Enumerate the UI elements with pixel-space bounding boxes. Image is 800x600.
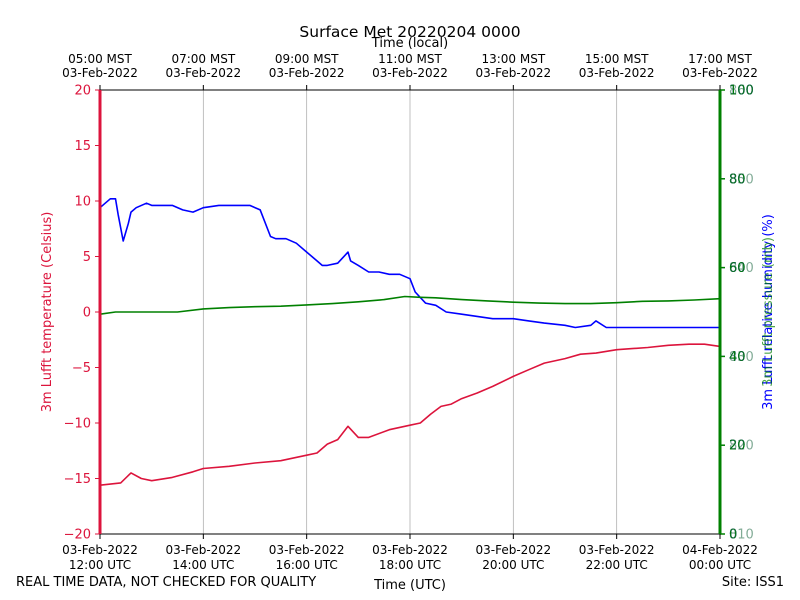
green-tick-label: 40 <box>729 350 746 365</box>
top-tick-time: 17:00 MST <box>688 52 752 66</box>
top-tick-date: 03-Feb-2022 <box>682 66 758 80</box>
x-axis-label-bottom: Time (UTC) <box>373 578 446 593</box>
bottom-tick-time: 14:00 UTC <box>172 558 234 572</box>
bottom-tick-time: 18:00 UTC <box>379 558 441 572</box>
bottom-tick-date: 03-Feb-2022 <box>372 543 448 557</box>
rh-tick-label: 0 <box>729 528 737 543</box>
left-tick-label: −5 <box>72 361 91 376</box>
pressure-tick-label: 810 <box>729 528 754 543</box>
left-tick-label: −10 <box>64 417 91 432</box>
bottom-tick-time: 16:00 UTC <box>276 558 338 572</box>
series-line-3m-lufft-pressure <box>99 295 721 315</box>
left-tick-label: 15 <box>74 139 91 154</box>
chart-title: Surface Met 20220204 0000 <box>299 23 520 41</box>
rh-tick-label: 40 <box>729 350 746 365</box>
series-line-3m-lufft-temperature <box>99 343 721 486</box>
rh-tick-label: 60 <box>729 261 746 276</box>
left-tick-label: 10 <box>74 195 91 210</box>
top-tick-date: 03-Feb-2022 <box>475 66 551 80</box>
series-group <box>99 198 721 486</box>
left-tick-label: 5 <box>83 250 91 265</box>
bottom-tick-date: 03-Feb-2022 <box>475 543 551 557</box>
top-tick-time: 09:00 MST <box>275 52 339 66</box>
right-axis-label-humidity: 3m Lufft relative humidity (%) <box>761 214 776 410</box>
green-tick-label: 80 <box>729 172 746 187</box>
top-tick-time: 13:00 MST <box>481 52 545 66</box>
rh-tick-label: 100 <box>729 84 754 99</box>
right-axis-label-pressure: 3m Lufft pressure (mb) <box>761 237 776 387</box>
top-tick-date: 03-Feb-2022 <box>579 66 655 80</box>
top-tick-time: 15:00 MST <box>585 52 649 66</box>
green-tick-label: 0 <box>729 528 737 543</box>
left-tick-label: −20 <box>64 528 91 543</box>
rh-tick-label: 80 <box>729 172 746 187</box>
pressure-tick-label: 830 <box>729 350 754 365</box>
left-tick-label: −15 <box>64 472 91 487</box>
left-tick-label: 20 <box>74 84 91 99</box>
bottom-tick-date: 03-Feb-2022 <box>579 543 655 557</box>
site-label: Site: ISS1 <box>721 575 784 590</box>
green-tick-label: 60 <box>729 261 746 276</box>
bottom-tick-date: 03-Feb-2022 <box>269 543 345 557</box>
x-axis-label-top: Time (local) <box>371 36 448 51</box>
rh-tick-label: 20 <box>729 439 746 454</box>
bottom-tick-date: 03-Feb-2022 <box>165 543 241 557</box>
bottom-tick-date: 04-Feb-2022 <box>682 543 758 557</box>
left-tick-label: 0 <box>83 306 91 321</box>
pressure-tick-label: 850 <box>729 172 754 187</box>
vertical-gridlines <box>202 90 618 534</box>
top-tick-time: 11:00 MST <box>378 52 442 66</box>
left-axis-label: 3m Lufft temperature (Celsius) <box>40 212 55 413</box>
top-tick-time: 07:00 MST <box>171 52 235 66</box>
top-tick-date: 03-Feb-2022 <box>62 66 138 80</box>
top-tick-date: 03-Feb-2022 <box>372 66 448 80</box>
pressure-tick-label: 840 <box>729 261 754 276</box>
pressure-tick-label: 820 <box>729 439 754 454</box>
green-tick-label: 100 <box>729 84 754 99</box>
bottom-tick-time: 12:00 UTC <box>69 558 131 572</box>
green-tick-label: 20 <box>729 439 746 454</box>
quality-disclaimer: REAL TIME DATA, NOT CHECKED FOR QUALITY <box>16 575 317 590</box>
series-line-3m-lufft-relative-humidity <box>99 198 720 329</box>
top-tick-date: 03-Feb-2022 <box>269 66 345 80</box>
top-tick-time: 05:00 MST <box>68 52 132 66</box>
bottom-tick-time: 00:00 UTC <box>689 558 751 572</box>
bottom-tick-date: 03-Feb-2022 <box>62 543 138 557</box>
top-tick-date: 03-Feb-2022 <box>165 66 241 80</box>
bottom-tick-time: 20:00 UTC <box>482 558 544 572</box>
pressure-tick-label: 860 <box>729 84 754 99</box>
bottom-tick-time: 22:00 UTC <box>586 558 648 572</box>
